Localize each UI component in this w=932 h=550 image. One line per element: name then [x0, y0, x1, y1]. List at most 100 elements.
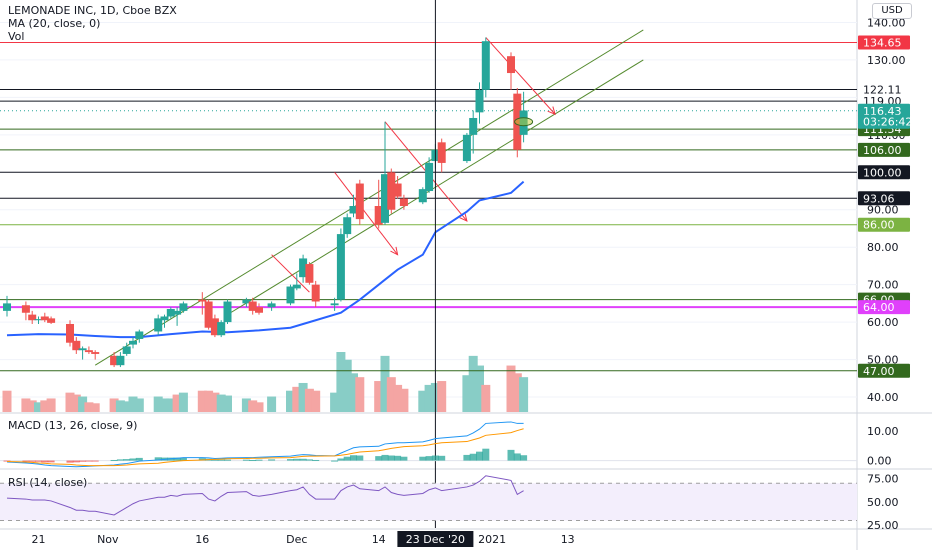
candle-body — [481, 41, 490, 90]
price-tick-label: 50.00 — [867, 354, 899, 367]
candle-body — [154, 318, 163, 332]
macd-histogram-bar — [287, 459, 294, 461]
candle-body — [425, 162, 434, 192]
volume-bar — [330, 392, 340, 412]
volume-bar — [506, 365, 516, 412]
candle-body — [299, 258, 308, 278]
macd-histogram-bar — [343, 456, 351, 461]
volume-bar — [286, 390, 295, 412]
candle-body — [47, 318, 56, 323]
volume-bar — [204, 390, 214, 412]
macd-histogram-bar — [507, 449, 515, 461]
volume-bar — [304, 388, 314, 412]
volume-bar — [386, 377, 396, 412]
volume-bar — [2, 390, 12, 412]
candle-body — [475, 89, 484, 113]
macd-histogram-bar — [3, 460, 11, 462]
candle-body — [217, 322, 226, 336]
price-tick-label: 60.00 — [867, 316, 899, 329]
level-label-bg — [858, 300, 910, 315]
macd-histogram-bar — [116, 459, 124, 461]
candle-body — [122, 346, 131, 354]
macd-histogram-bar — [482, 448, 490, 461]
trend-line — [271, 254, 310, 293]
candle-body — [78, 348, 87, 351]
candle-body — [418, 189, 427, 203]
volume-bar — [172, 394, 182, 412]
macd-histogram-bar — [425, 456, 433, 461]
level-label: 93.06 — [863, 192, 895, 205]
volume-bar — [166, 398, 176, 412]
macd-histogram-bar — [331, 460, 339, 462]
macd-histogram-bar — [513, 453, 521, 461]
candle-body — [399, 198, 408, 206]
candle-body — [3, 303, 11, 311]
volume-bar — [254, 402, 264, 412]
time-tick-label: 13 — [561, 533, 575, 546]
level-label-bg — [858, 363, 910, 378]
candle-body — [387, 172, 396, 210]
candle-body — [198, 299, 207, 302]
level-label: 86.00 — [863, 219, 895, 232]
volume-bar — [71, 394, 81, 412]
candle-body — [381, 174, 389, 223]
macd-histogram-bar — [305, 459, 313, 461]
volume-bar — [248, 400, 258, 412]
volume-bar — [65, 392, 75, 412]
countdown-label-bg — [858, 114, 910, 129]
candle-body — [343, 217, 352, 235]
volume-bar — [216, 394, 226, 412]
volume-bar — [223, 395, 232, 412]
macd-histogram-bar — [400, 456, 408, 461]
volume-bar — [122, 401, 132, 412]
macd-histogram-bar — [72, 460, 80, 463]
candle-body — [242, 299, 251, 304]
volume-bar — [178, 392, 188, 412]
volume-bar — [21, 398, 31, 412]
time-tick-label: 16 — [195, 533, 209, 546]
volume-bar — [128, 396, 138, 412]
volume-bar — [380, 355, 390, 412]
trend-line — [485, 37, 556, 115]
candle-body — [437, 142, 446, 163]
macd-histogram-bar — [268, 459, 276, 461]
macd-legend: MACD (13, 26, close, 9) — [8, 419, 138, 432]
volume-bar — [311, 390, 321, 412]
macd-histogram-bar — [375, 456, 383, 461]
price-tick-label: 40.00 — [867, 391, 899, 404]
macd-tick-label: 0.00 — [867, 455, 892, 468]
volume-bar — [267, 396, 277, 412]
macd-histogram-bar — [356, 455, 364, 461]
rsi-tick-label: 75.00 — [867, 473, 899, 486]
level-label-bg — [858, 217, 910, 232]
candle-body — [173, 310, 182, 315]
arrow-head — [390, 246, 399, 256]
macd-histogram-bar — [520, 455, 528, 461]
time-tick-label: 21 — [32, 533, 46, 546]
volume-bar — [115, 400, 125, 412]
crosshair-date-bg — [397, 531, 474, 547]
trend-line — [334, 171, 398, 255]
volume-bar — [475, 365, 484, 412]
volume-bar — [78, 396, 88, 412]
countdown-label: 03:26:42 — [863, 116, 912, 129]
candle-body — [179, 303, 188, 311]
volume-bar — [241, 398, 251, 412]
candle-body — [393, 183, 402, 197]
macd-histogram-bar — [469, 453, 477, 461]
macd-histogram-bar — [35, 460, 42, 462]
arrow-head — [547, 106, 556, 116]
volume-bar — [197, 390, 207, 412]
candle-body — [223, 301, 232, 323]
time-tick-label: Dec — [286, 533, 307, 546]
macd-histogram-bar — [255, 459, 263, 461]
currency-button[interactable]: USD — [872, 3, 912, 19]
level-label-bg — [858, 165, 910, 180]
time-tick-label: 2021 — [478, 533, 506, 546]
macd-histogram-bar — [312, 459, 320, 461]
volume-bar — [481, 384, 491, 412]
candle-body — [355, 183, 364, 220]
volume-bar — [292, 386, 302, 412]
macd-histogram-bar — [123, 459, 131, 461]
